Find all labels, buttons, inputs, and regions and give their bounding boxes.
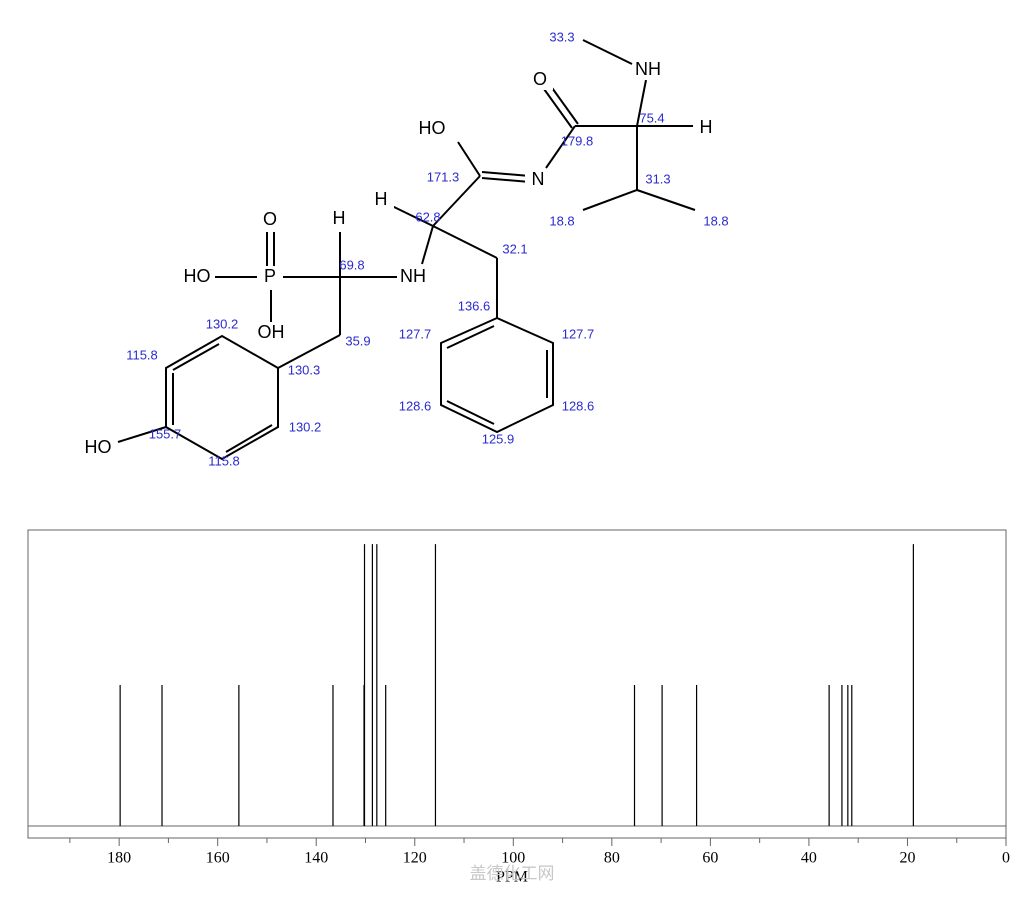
watermark: 盖德化工网: [470, 864, 555, 884]
x-tick-label: 100: [501, 850, 525, 867]
plot-frame: [27, 529, 1007, 839]
shift-label: 155.7: [149, 426, 182, 441]
shift-label: 75.4: [639, 110, 664, 125]
atom-label: O: [263, 209, 277, 229]
spectrum-chart: PPM 盖德化工网 180 160 140 120 100 80 60 40 20 0: [27, 529, 1010, 886]
label-mask: [693, 118, 719, 138]
shift-label: 125.9: [482, 431, 515, 446]
label-mask: [85, 438, 111, 458]
shift-label: 127.7: [399, 326, 432, 341]
atom-label: O: [533, 69, 547, 89]
shift-label: 171.3: [427, 169, 460, 184]
shift-label: 33.3: [549, 29, 574, 44]
x-tick-label: 80: [604, 850, 620, 867]
shift-label: 130.3: [288, 362, 321, 377]
atom-label: NH: [635, 59, 661, 79]
shift-label: 130.2: [289, 419, 322, 434]
molecule-bonds: [117, 39, 697, 461]
shift-label: 136.6: [458, 298, 491, 313]
atom-label: HO: [419, 118, 446, 138]
label-mask: [419, 119, 445, 139]
x-tick-label: 160: [206, 850, 230, 867]
atom-label: H: [700, 117, 713, 137]
x-tick-label: 0: [1002, 850, 1010, 867]
label-mask: [257, 210, 283, 230]
shift-label: 115.8: [208, 453, 240, 468]
label-mask: [400, 267, 426, 287]
x-tick-label: 180: [107, 850, 131, 867]
atom-label: H: [375, 189, 388, 209]
label-mask: [527, 70, 553, 90]
shift-label: 32.1: [502, 241, 527, 256]
label-mask: [184, 267, 210, 287]
shift-label: 18.8: [703, 213, 728, 228]
x-tick-label: 20: [899, 850, 915, 867]
label-mask: [368, 190, 394, 210]
shift-label: 128.6: [399, 398, 432, 413]
shift-label: 127.7: [562, 326, 595, 341]
x-axis-label: PPM: [496, 869, 528, 886]
x-tick-label: 40: [801, 850, 817, 867]
atom-label: H: [333, 208, 346, 228]
shift-label: 31.3: [645, 171, 670, 186]
shift-label: 115.8: [126, 347, 158, 362]
label-mask: [326, 209, 352, 229]
atom-label: N: [532, 169, 545, 189]
atom-label: HO: [184, 266, 211, 286]
shift-label: 62.8: [415, 209, 440, 224]
x-tick-label: 140: [304, 850, 328, 867]
atom-label: P: [264, 266, 276, 286]
shift-label: 130.2: [206, 316, 239, 331]
label-mask: [258, 323, 284, 343]
shift-label: 35.9: [345, 333, 370, 348]
label-mask: [257, 267, 283, 287]
x-tick-label: 120: [403, 850, 427, 867]
shift-label: 128.6: [562, 398, 595, 413]
shift-label: 18.8: [549, 213, 574, 228]
shift-label: 179.8: [561, 133, 594, 148]
shift-label: 69.8: [339, 257, 364, 272]
label-mask: [525, 170, 551, 190]
x-tick-label: 60: [702, 850, 718, 867]
atom-label: HO: [85, 437, 112, 457]
atom-label: OH: [258, 322, 285, 342]
atom-label: NH: [400, 266, 426, 286]
label-mask: [635, 60, 661, 80]
